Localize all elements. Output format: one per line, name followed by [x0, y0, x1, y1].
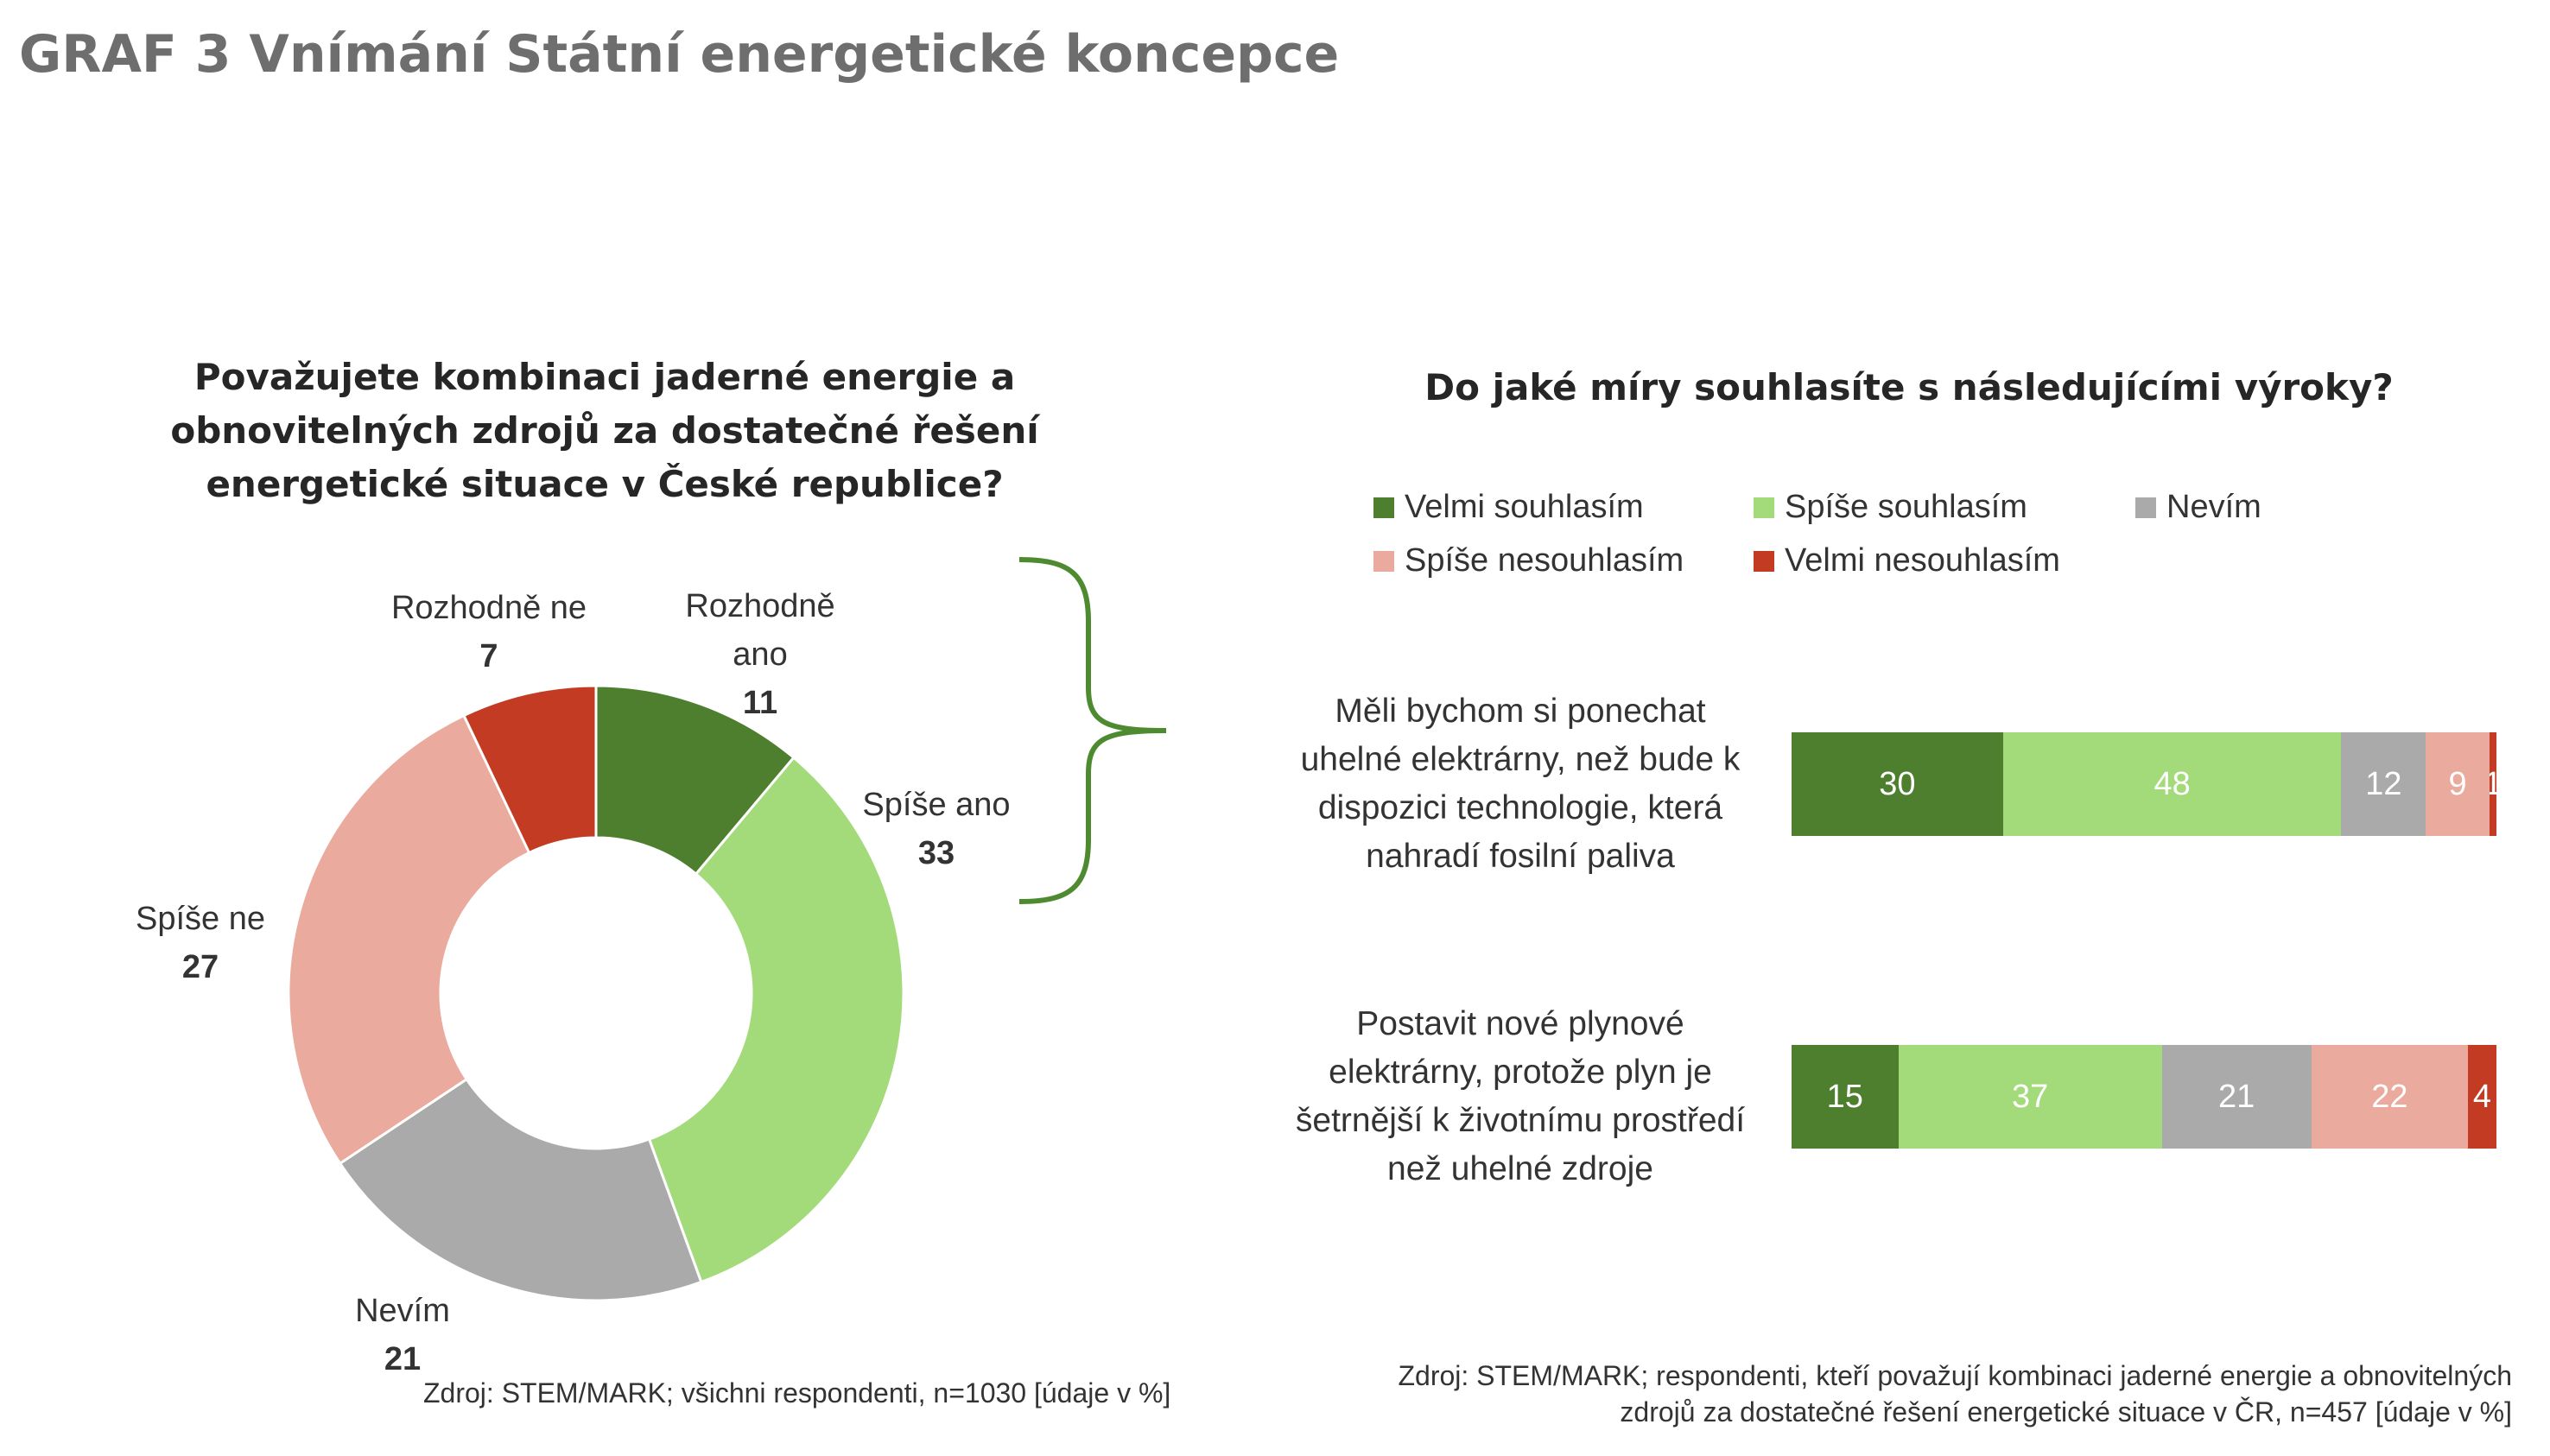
legend-label: Spíše souhlasím	[1785, 489, 2027, 525]
bar-segment-value: 30	[1879, 765, 1916, 802]
bar-category-label-line: nahradí fosilní paliva	[1366, 838, 1675, 875]
bar-category-label-line: Měli bychom si ponechat	[1335, 693, 1706, 730]
bar-segment-nevim: 21	[2161, 1045, 2312, 1149]
donut-label-value: 33	[917, 835, 955, 871]
bar-chart-title: Do jaké míry souhlasíte s následujícími …	[1424, 366, 2394, 408]
bar-segment-spise-souhlasim: 37	[1898, 1045, 2162, 1149]
brace-connector	[1018, 557, 1167, 904]
donut-source-note: Zdroj: STEM/MARK; všichni respondenti, n…	[423, 1377, 1171, 1409]
donut-slice-rozhodne-ne	[461, 684, 598, 855]
donut-label-spise-ano: Spíše ano 33	[862, 781, 1010, 877]
bar-segment-spise-nesouhlasim: 9	[2426, 732, 2490, 836]
bar-segment-value: 37	[2011, 1078, 2049, 1115]
donut-label-value: 21	[384, 1341, 422, 1377]
stacked-bar-row: 15 37 21 22 4	[1792, 1045, 2496, 1149]
donut-label-value: 7	[479, 638, 498, 674]
bar-segment-velmi-souhlasim: 15	[1792, 1045, 1899, 1149]
bar-segment-nevim: 12	[2341, 732, 2426, 836]
legend-swatch	[2135, 497, 2156, 518]
bar-category-label-line: Postavit nové plynové	[1356, 1005, 1684, 1042]
donut-label-text: Rozhodně	[685, 588, 835, 624]
bar-segment-value: 22	[2371, 1078, 2408, 1115]
donut-chart	[287, 684, 905, 1302]
legend-label: Nevím	[2166, 489, 2261, 525]
bar-category-label: Postavit nové plynové elektrárny, protože…	[1278, 1000, 1762, 1193]
legend-swatch	[1754, 550, 1774, 572]
bar-segment-velmi-nesouhlasim: 4	[2468, 1045, 2496, 1149]
donut-label-text: Rozhodně ne	[390, 590, 587, 626]
donut-label-rozhodne-ne: Rozhodně ne 7	[391, 584, 587, 681]
legend-label: Velmi souhlasím	[1405, 489, 1644, 525]
donut-label-text: Spíše ne	[136, 901, 265, 937]
legend-item-spise-souhlasim: Spíše souhlasím	[1754, 489, 2027, 526]
bar-segment-value: 48	[2154, 765, 2191, 802]
bar-chart-legend: Velmi souhlasím Spíše souhlasím Nevím Spíše…	[1373, 489, 2410, 610]
bar-source-note: Zdroj: STEM/MARK; respondenti, kteří pov…	[1398, 1358, 2512, 1430]
donut-slice-spise-ne	[287, 713, 531, 1166]
legend-item-nevim: Nevím	[2135, 489, 2261, 526]
legend-swatch	[1373, 497, 1394, 518]
stacked-bar-row: 30 48 12 91	[1792, 732, 2496, 836]
donut-label-text: Spíše ano	[862, 787, 1011, 823]
bar-segment-spise-souhlasim: 48	[2002, 732, 2342, 836]
donut-slice-spise-ano	[647, 756, 905, 1284]
legend-item-spise-nesouhlasim: Spíše nesouhlasím	[1373, 542, 1684, 579]
legend-label: Spíše nesouhlasím	[1405, 542, 1684, 579]
donut-label-text: Nevím	[355, 1293, 450, 1329]
bar-segment-value: 9	[2448, 765, 2467, 802]
bar-segment-spise-nesouhlasim: 22	[2311, 1045, 2468, 1149]
page-title: GRAF 3 Vnímání Státní energetické koncep…	[19, 24, 1340, 85]
donut-label-rozhodne-ano: Rozhodně ano 11	[685, 582, 834, 727]
legend-swatch	[1754, 497, 1774, 518]
bar-segment-value: 4	[2472, 1078, 2492, 1115]
bar-category-label-line: dispozici technologie, která	[1317, 789, 1723, 826]
bar-source-line: Zdroj: STEM/MARK; respondenti, kteří pov…	[1398, 1360, 2512, 1391]
bar-source-line: zdrojů za dostatečné řešení energetické …	[1620, 1396, 2512, 1428]
legend-swatch	[1373, 550, 1394, 572]
bar-category-label-line: elektrárny, protože plyn je	[1329, 1054, 1712, 1091]
legend-item-velmi-souhlasim: Velmi souhlasím	[1373, 489, 1644, 526]
donut-label-text: ano	[733, 636, 788, 673]
bar-segment-velmi-nesouhlasim: 1	[2489, 732, 2496, 836]
legend-label: Velmi nesouhlasím	[1785, 542, 2060, 579]
bar-segment-value: 15	[1826, 1078, 1863, 1115]
bar-segment-value: 21	[2217, 1078, 2255, 1115]
donut-label-nevim: Nevím 21	[355, 1287, 450, 1383]
bar-category-label-line: šetrnější k životnímu prostředí	[1295, 1102, 1746, 1139]
legend-item-velmi-nesouhlasim: Velmi nesouhlasím	[1754, 542, 2060, 579]
bar-category-label: Měli bychom si ponechat uhelné elektrárny…	[1278, 687, 1762, 881]
bar-segment-velmi-souhlasim: 30	[1792, 732, 2003, 836]
donut-chart-title: Považujete kombinaci jaderné energie a o…	[170, 356, 1039, 505]
donut-label-value: 11	[742, 685, 778, 721]
bar-segment-value: 1	[2490, 766, 2496, 803]
bar-category-label-line: uhelné elektrárny, než bude k	[1300, 741, 1741, 778]
donut-label-spise-ne: Spíše ne 27	[136, 895, 265, 991]
bar-segment-value: 12	[2365, 765, 2402, 802]
donut-slice-nevim	[338, 1077, 703, 1302]
donut-label-value: 27	[181, 949, 219, 985]
bar-category-label-line: než uhelné zdroje	[1387, 1150, 1653, 1187]
